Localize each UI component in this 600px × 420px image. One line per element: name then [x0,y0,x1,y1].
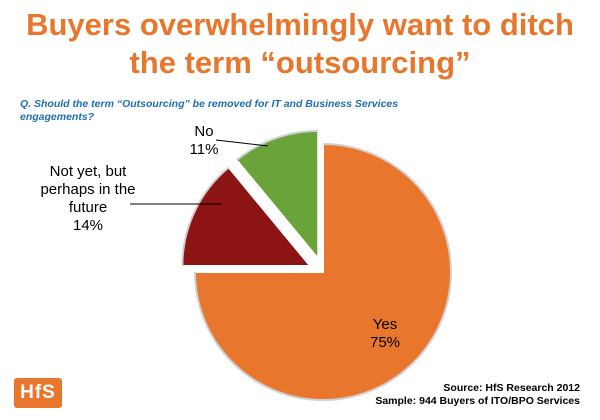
pie-slice-1 [181,166,313,268]
pie-slice-2 [235,129,320,262]
source-line: Source: HfS Research 2012 [443,382,580,394]
slice-label-line: Not yet, but [50,163,128,180]
slide-title: Buyers overwhelmingly want to ditch the … [26,7,574,80]
slice-label-0: Yes 75% [370,316,400,351]
slice-label-1: Not yet, but perhaps in the future 14% [40,163,135,234]
source-note: Source: HfS Research 2012 Sample: 944 Bu… [375,382,580,408]
leader-line-2 [215,139,269,147]
survey-question: Q. Should the term “Outsourcing” be remo… [20,98,399,123]
logo-text: HfS [20,382,56,403]
hfs-logo: HfS [14,378,62,408]
slice-label-line: future [69,199,107,216]
pie-slice-0 [193,142,452,401]
slice-label-line: 14% [73,217,103,234]
slice-label-line: 11% [190,141,219,158]
slice-label-2: No 11% [190,123,219,158]
slice-label-line: No [194,123,213,140]
pie-slice-edge-1 [181,166,230,267]
slice-label-line: 75% [370,334,400,351]
slice-label-line: Yes [373,316,397,333]
pie-slice-edge-2 [236,129,319,161]
sample-line: Sample: 944 Buyers of ITO/BPO Services [375,395,580,407]
pie-slice-edge-0 [194,143,452,401]
slice-label-line: perhaps in the [40,181,135,198]
